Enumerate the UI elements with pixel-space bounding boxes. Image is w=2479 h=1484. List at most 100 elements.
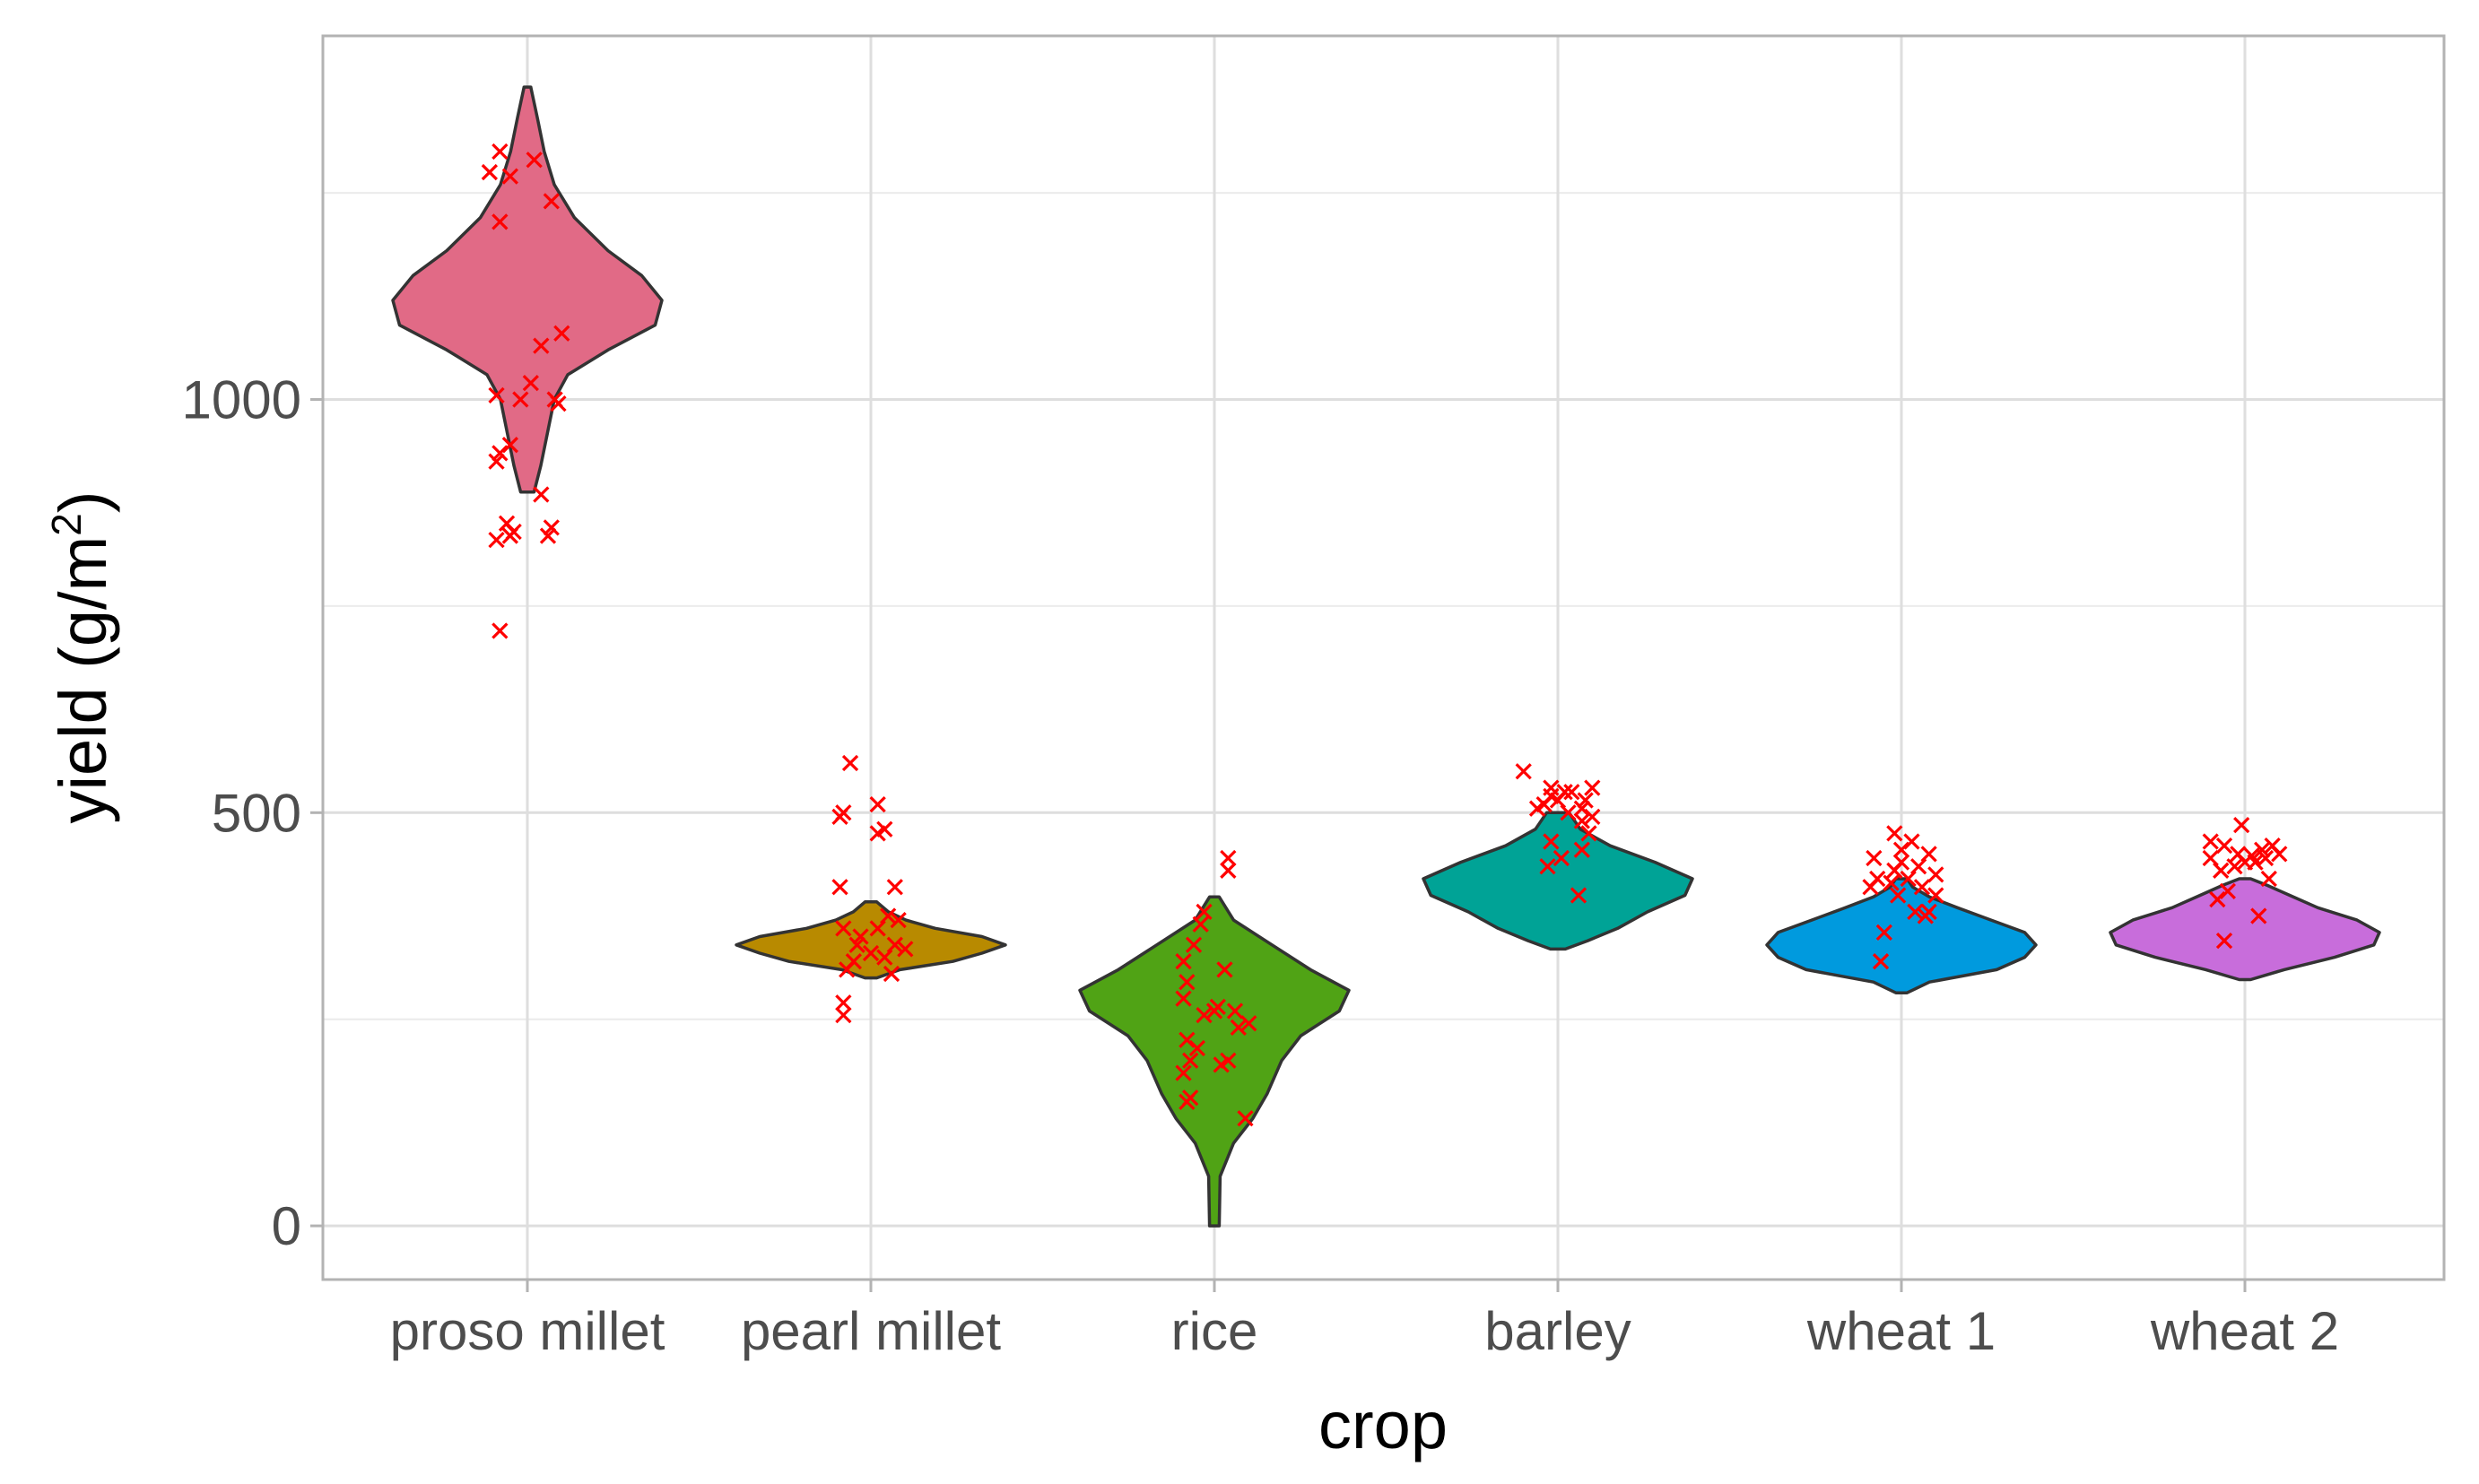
data-point	[491, 445, 509, 462]
data-point	[2226, 858, 2243, 875]
data-point	[841, 754, 859, 772]
tick-layer: 0 500 1000 proso millet pearl millet rice barl…	[182, 370, 2340, 1361]
x-tick-label: wheat 2	[2150, 1301, 2339, 1361]
data-point	[488, 532, 505, 549]
data-point	[1573, 841, 1590, 858]
data-point	[848, 936, 865, 953]
data-point	[2264, 837, 2281, 855]
data-point	[1220, 849, 1237, 867]
data-point	[835, 920, 852, 937]
data-point	[2230, 846, 2247, 863]
data-point	[1543, 833, 1560, 850]
data-point	[876, 949, 893, 966]
data-point	[501, 437, 518, 454]
data-point	[1927, 887, 1944, 904]
data-point	[876, 820, 893, 837]
data-point	[543, 193, 560, 210]
data-point	[488, 453, 505, 470]
data-point	[835, 994, 852, 1011]
data-point	[845, 953, 862, 970]
data-point	[543, 519, 560, 536]
x-tick-label: barley	[1484, 1301, 1631, 1361]
x-axis-title: crop	[1318, 1388, 1448, 1462]
violin-pearl-millet	[735, 900, 1007, 980]
data-point	[1196, 903, 1213, 921]
data-point	[1866, 849, 1883, 867]
data-point	[539, 527, 557, 544]
data-point	[1556, 784, 1573, 801]
data-point	[1220, 1052, 1237, 1069]
data-point	[481, 163, 499, 181]
data-point	[1515, 763, 1532, 780]
data-point	[1886, 825, 1903, 842]
violin-barley	[1422, 811, 1694, 951]
data-point	[1903, 833, 1920, 850]
data-point	[1907, 903, 1924, 921]
point-layer	[481, 143, 2288, 1127]
data-point	[886, 879, 903, 896]
data-point	[533, 486, 550, 503]
data-point	[886, 936, 903, 953]
violin-layer	[391, 85, 2381, 1228]
data-point	[852, 928, 869, 945]
data-point	[1875, 924, 1892, 942]
data-point	[1890, 887, 1907, 904]
data-point	[1584, 808, 1601, 826]
data-point	[1580, 825, 1597, 842]
data-point	[897, 941, 914, 958]
data-point	[1560, 804, 1577, 821]
data-point	[553, 325, 570, 342]
data-point	[1196, 1006, 1213, 1024]
data-point	[1185, 936, 1203, 953]
data-point	[883, 965, 900, 983]
data-point	[491, 143, 509, 161]
data-point	[831, 879, 848, 896]
data-point	[2254, 841, 2271, 858]
data-point	[526, 152, 543, 169]
data-point	[1927, 866, 1944, 883]
data-point	[2202, 833, 2219, 850]
data-point	[880, 907, 897, 924]
data-point	[1240, 1015, 1257, 1032]
data-point	[498, 515, 516, 532]
data-point	[2213, 862, 2230, 879]
data-point	[1913, 879, 1931, 896]
data-point	[835, 804, 852, 821]
data-point	[491, 213, 509, 230]
data-point	[533, 337, 550, 354]
data-point	[1577, 792, 1594, 809]
data-point	[1175, 1064, 1192, 1081]
data-point	[2215, 837, 2233, 855]
data-point	[2209, 890, 2226, 908]
data-point	[2250, 907, 2267, 924]
y-axis-title: yield (g/m2)	[43, 490, 120, 823]
data-point	[2260, 870, 2277, 888]
y-tick-label: 1000	[182, 370, 301, 430]
data-point	[1216, 961, 1233, 978]
data-point	[869, 795, 886, 813]
data-point	[1220, 862, 1237, 879]
data-point	[1226, 1002, 1244, 1020]
data-point	[2233, 816, 2250, 834]
data-point	[512, 391, 529, 408]
data-point	[1175, 990, 1192, 1007]
data-point	[546, 391, 563, 408]
data-point	[1182, 1089, 1199, 1106]
data-point	[1182, 1052, 1199, 1069]
data-point	[1209, 998, 1226, 1016]
data-point	[1584, 779, 1601, 796]
grid-layer	[323, 36, 2444, 1280]
data-point	[1175, 953, 1192, 970]
data-point	[1883, 874, 1900, 891]
data-point	[869, 920, 886, 937]
data-point	[1892, 841, 1910, 858]
data-point	[1872, 953, 1890, 970]
data-point	[1892, 854, 1910, 871]
data-point	[2243, 847, 2260, 864]
data-point	[1869, 870, 1886, 888]
data-point	[890, 911, 907, 929]
data-point	[2219, 882, 2236, 899]
data-point	[1573, 812, 1590, 829]
y-axis-title-superscript: 2	[43, 513, 90, 536]
x-tick-label: wheat 1	[1806, 1301, 1996, 1361]
